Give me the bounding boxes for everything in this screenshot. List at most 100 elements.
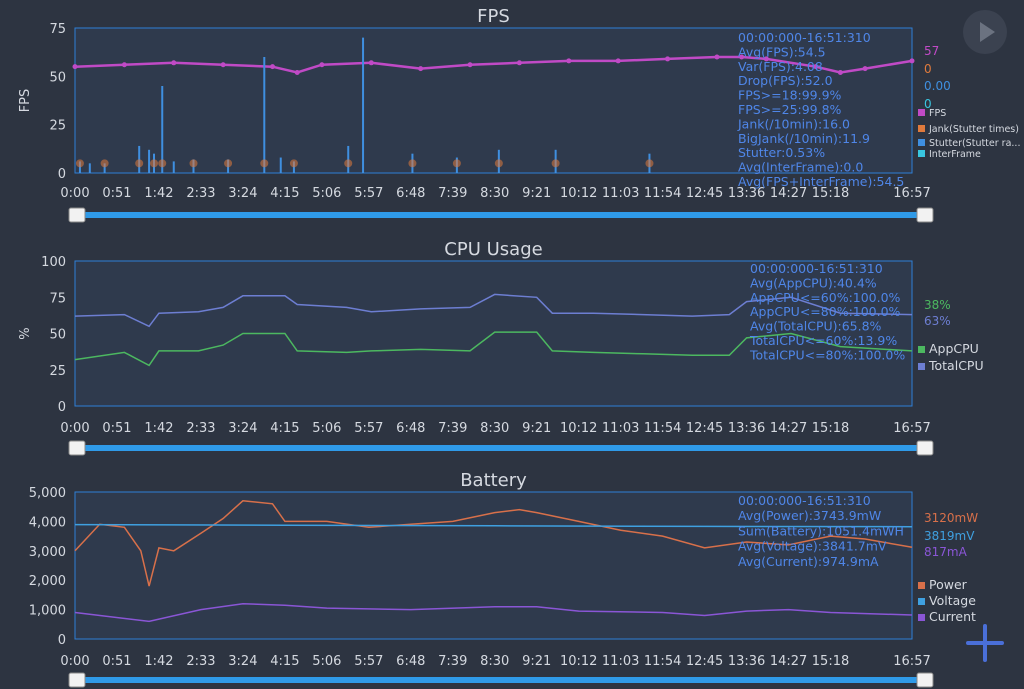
fps-point [566,58,572,64]
battery-current-value: 817mA [924,545,968,559]
cpu-x-tick-label: 13:36 [728,421,765,436]
fps-legend-item[interactable]: Jank(Stutter times) [918,124,1019,135]
fps-x-tick-label: 16:57 [893,186,930,201]
fps-current-value: 0 [924,62,932,76]
jank-point [189,159,198,168]
fps-stat-line: BigJank(/10min):11.9 [738,131,870,146]
battery-slider-handle-left[interactable] [68,672,86,688]
cpu-stat-line: Avg(TotalCPU):65.8% [750,319,882,334]
battery-x-tick-label: 3:24 [228,654,257,669]
battery-stat-line: 00:00:000-16:51:310 [738,493,871,508]
play-button[interactable] [963,10,1007,54]
battery-slider-track [80,677,920,683]
cpu-stat-line: TotalCPU<=80%:100.0% [749,347,905,362]
legend-swatch [918,363,925,370]
battery-x-tick-label: 0:00 [60,654,89,669]
cpu-legend-item[interactable]: AppCPU [918,341,979,356]
cpu-x-tick-label: 9:21 [522,421,551,436]
fps-x-tick-label: 5:57 [354,186,383,201]
cpu-slider-handle-right[interactable] [916,440,934,456]
cpu-y-tick-label: 100 [41,255,66,270]
fps-legend-item[interactable]: Stutter(Stutter ra... [918,138,1020,149]
add-button[interactable] [962,620,1008,666]
legend-swatch [918,139,925,146]
jank-point [289,159,298,168]
fps-current-value: 0.00 [924,79,951,93]
cpu-legend-item[interactable]: TotalCPU [918,358,984,373]
cpu-series-totalcpu [74,293,913,328]
battery-chart-title: Battery [460,470,527,491]
cpu-stat-line: Avg(AppCPU):40.4% [750,275,877,290]
cpu-stat-line: TotalCPU<=60%:13.9% [749,333,897,348]
cpu-chart-title: CPU Usage [444,239,542,260]
battery-legend-item[interactable]: Power [918,577,968,592]
fps-time-range-slider [68,207,934,223]
legend-label: Current [929,609,976,624]
fps-series-fps [72,54,915,75]
cpu-y-tick-label: 0 [58,400,66,415]
fps-legend-item[interactable]: FPS [918,108,946,119]
cpu-slider-handle-left[interactable] [68,440,86,456]
battery-x-tick-label: 14:27 [770,654,807,669]
play-icon [980,22,995,42]
cpu-x-tick-label: 2:33 [186,421,215,436]
fps-slider-handle-right[interactable] [916,207,934,223]
cpu-x-tick-label: 12:45 [686,421,723,436]
cpu-y-tick-label: 50 [49,328,66,343]
battery-stat-line: Sum(Battery):1051.4mWH [738,523,904,538]
cpu-x-tick-label: 4:15 [270,421,299,436]
fps-point [615,58,621,64]
fps-point [220,62,226,68]
fps-x-tick-label: 8:30 [480,186,509,201]
cpu-x-tick-label: 15:18 [812,421,849,436]
fps-chart-title: FPS [477,6,510,27]
fps-x-tick-label: 10:12 [560,186,597,201]
battery-stats-box: 00:00:000-16:51:310Avg(Power):3743.9mWSu… [738,493,904,569]
legend-swatch [918,125,925,132]
cpu-x-tick-label: 7:39 [438,421,467,436]
battery-stat-line: Avg(Current):974.9mA [738,554,879,569]
cpu-y-tick-label: 75 [49,291,66,306]
battery-series-current [74,602,913,623]
battery-x-tick-label: 12:45 [686,654,723,669]
fps-x-tick-label: 13:36 [728,186,765,201]
battery-y-tick-label: 1,000 [29,604,66,619]
battery-stat-line: Avg(Voltage):3841.7mV [738,539,887,554]
jank-point [150,159,159,168]
cpu-x-tick-label: 0:00 [60,421,89,436]
legend-label: AppCPU [929,341,979,356]
fps-point [813,64,819,70]
fps-slider-handle-left[interactable] [68,207,86,223]
fps-point [270,64,276,70]
battery-current-value: 3819mV [924,529,975,543]
series-line [74,602,913,623]
fps-stats-box: 00:00:000-16:51:310Avg(FPS):54.5Var(FPS)… [737,30,904,189]
fps-legend-item[interactable]: InterFrame [918,149,981,160]
battery-legend-item[interactable]: Voltage [918,593,976,608]
fps-y-tick-label: 0 [58,167,66,182]
battery-y-tick-label: 3,000 [29,545,66,560]
fps-point [714,54,720,60]
cpu-stat-line: 00:00:000-16:51:310 [750,261,883,276]
fps-stat-line: FPS>=18:99.9% [738,88,842,103]
battery-slider-handle-right[interactable] [916,672,934,688]
jank-point [551,159,560,168]
fps-stat-line: Avg(FPS+InterFrame):54.5 [738,174,904,189]
legend-swatch [918,598,925,605]
battery-x-tick-label: 11:03 [602,654,639,669]
series-line [74,523,913,528]
battery-x-tick-label: 6:48 [396,654,425,669]
jank-point [452,159,461,168]
fps-point [72,64,78,70]
cpu-x-tick-label: 8:30 [480,421,509,436]
battery-legend-item[interactable]: Current [918,609,976,624]
cpu-x-tick-label: 1:42 [144,421,173,436]
fps-current-value: 0 [924,97,932,111]
fps-stat-line: Jank(/10min):16.0 [737,116,850,131]
cpu-x-tick-label: 6:48 [396,421,425,436]
fps-slider-track [80,212,920,218]
cpu-x-tick-label: 11:54 [644,421,681,436]
battery-y-tick-label: 4,000 [29,515,66,530]
fps-plot-area [74,27,913,174]
